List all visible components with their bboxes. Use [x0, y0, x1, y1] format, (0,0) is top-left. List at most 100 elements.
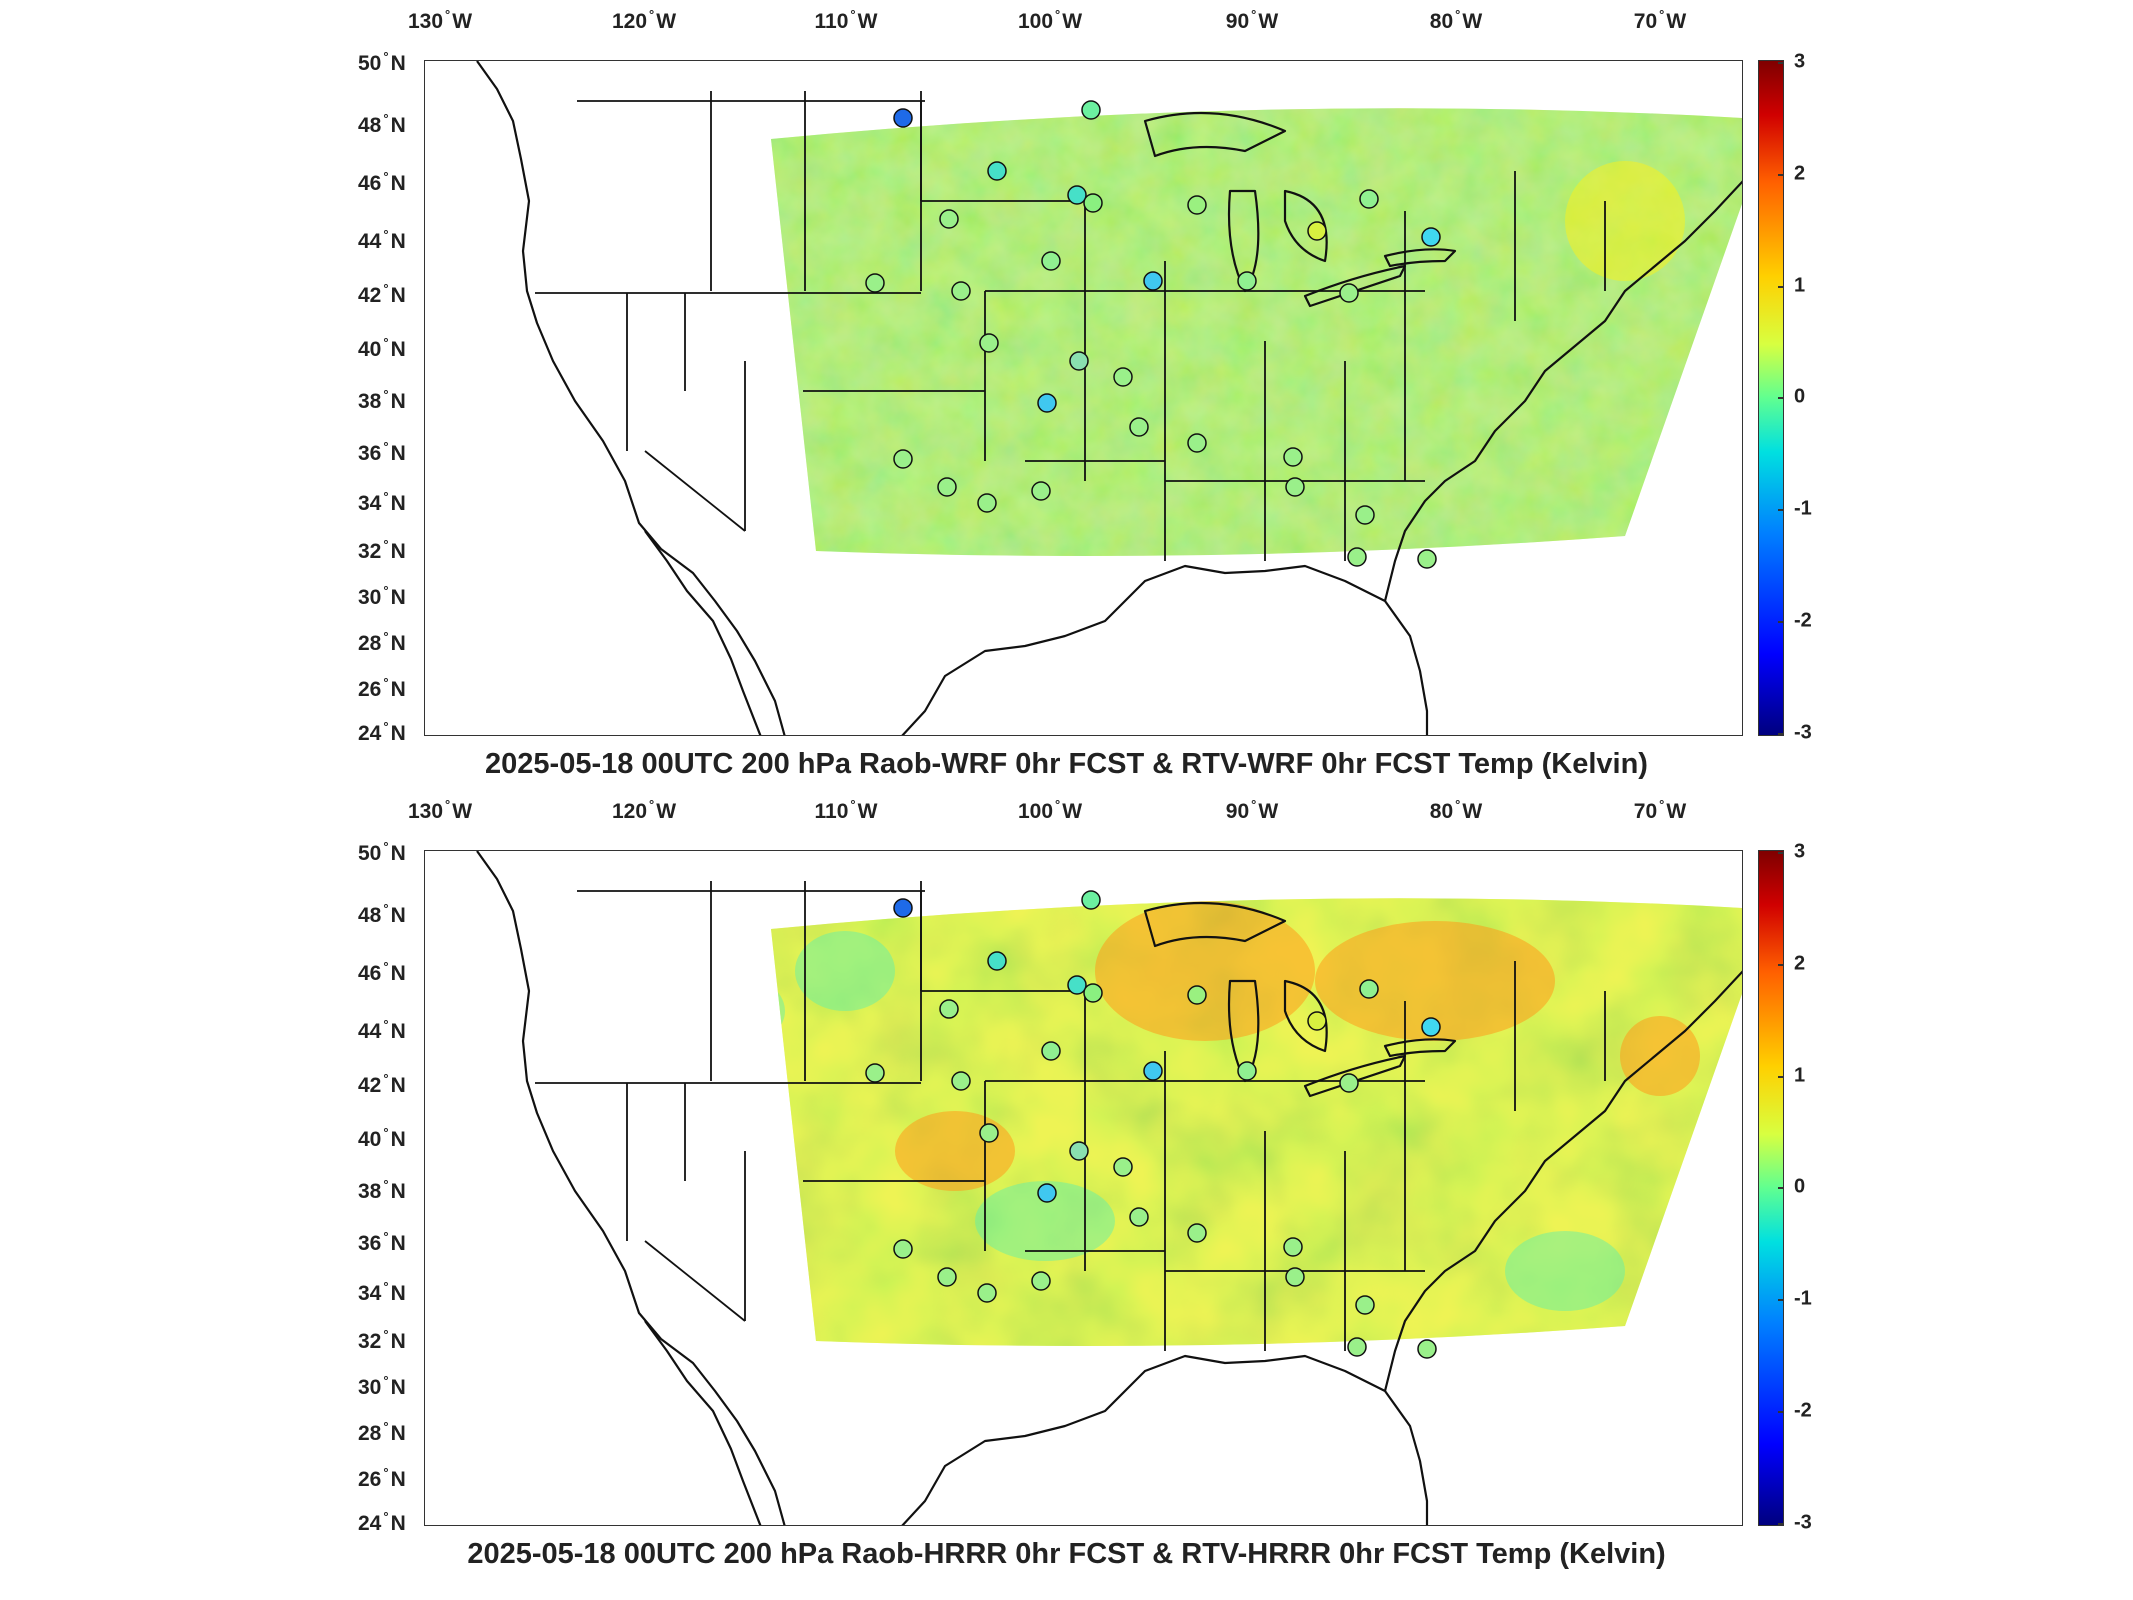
- cool-anomaly: [975, 1181, 1115, 1261]
- west-coastline: [476, 851, 786, 1525]
- lake-superior: [1143, 111, 1287, 158]
- state-border: [644, 450, 746, 532]
- colorbar-tick-mark: [1778, 1076, 1784, 1078]
- lat-label-42: 42 °N: [358, 1071, 406, 1097]
- raob-station-marker: [1283, 1237, 1303, 1257]
- lon-label-90: 90 °W: [1225, 7, 1279, 33]
- lat-label-36: 36 °N: [358, 1229, 406, 1255]
- raob-station-marker: [1113, 367, 1133, 387]
- field-texture: [771, 108, 1742, 556]
- lon-label-90: 90 °W: [1225, 797, 1279, 823]
- raob-station-marker: [1187, 195, 1207, 215]
- lake-huron: [1283, 189, 1328, 263]
- lat-label-48: 48 °N: [358, 901, 406, 927]
- lat-label-44: 44 °N: [358, 1017, 406, 1043]
- lat-label-30: 30 °N: [358, 1373, 406, 1399]
- gulf-coastline: [901, 564, 1429, 735]
- raob-station-marker: [1037, 393, 1057, 413]
- colorbar-tick-label: 3: [1794, 840, 1806, 863]
- warm-anomaly: [1315, 921, 1555, 1041]
- panel-title-hrrr: 2025-05-18 00UTC 200 hPa Raob-HRRR 0hr F…: [467, 1538, 1666, 1570]
- lat-label-48: 48 °N: [358, 111, 406, 137]
- lon-label-130: 130 °W: [407, 7, 473, 33]
- lon-label-70: 70 °W: [1633, 797, 1687, 823]
- cool-anomaly: [795, 931, 895, 1011]
- colorbar-tick-label: -3: [1794, 721, 1812, 744]
- lat-label-38: 38 °N: [358, 387, 406, 413]
- warm-anomaly: [1515, 601, 1635, 661]
- raob-station-marker: [1359, 189, 1379, 209]
- warm-anomaly: [1565, 161, 1685, 281]
- raob-station-marker: [1187, 985, 1207, 1005]
- raob-station-marker: [1359, 979, 1379, 999]
- lake-superior: [1143, 901, 1287, 948]
- raob-station-marker: [1339, 283, 1359, 303]
- cool-anomaly: [771, 971, 785, 1051]
- raob-station-marker: [1417, 1339, 1437, 1359]
- lake-erie: [1303, 1054, 1407, 1098]
- raob-station-marker: [1083, 983, 1103, 1003]
- raob-station-marker: [939, 999, 959, 1019]
- raob-station-marker: [1031, 481, 1051, 501]
- raob-station-marker: [1083, 193, 1103, 213]
- raob-station-marker: [977, 1283, 997, 1303]
- raob-station-marker: [1081, 100, 1101, 120]
- lat-label-46: 46 °N: [358, 959, 406, 985]
- panel-title-wrf: 2025-05-18 00UTC 200 hPa Raob-WRF 0hr FC…: [485, 748, 1648, 780]
- raob-station-marker: [937, 477, 957, 497]
- white-gap-patch: [925, 1434, 993, 1466]
- colorbar-tick-label: -3: [1794, 1511, 1812, 1534]
- east-coastline: [1383, 180, 1742, 602]
- raob-station-marker: [893, 108, 913, 128]
- lat-label-42: 42 °N: [358, 281, 406, 307]
- raob-station-marker: [1037, 1183, 1057, 1203]
- raob-station-marker: [1347, 1337, 1367, 1357]
- lake-huron: [1283, 979, 1328, 1053]
- raob-station-marker: [1067, 185, 1087, 205]
- raob-station-marker: [951, 1071, 971, 1091]
- raob-station-marker: [937, 1267, 957, 1287]
- lon-label-130: 130 °W: [407, 797, 473, 823]
- colorbar-tick-mark: [1778, 1411, 1784, 1413]
- raob-station-marker: [1237, 271, 1257, 291]
- lat-label-38: 38 °N: [358, 1177, 406, 1203]
- lon-label-120: 120 °W: [611, 797, 677, 823]
- lat-label-34: 34 °N: [358, 1279, 406, 1305]
- east-coastline: [1383, 970, 1742, 1392]
- lon-label-110: 110 °W: [814, 7, 878, 33]
- raob-station-marker: [1283, 447, 1303, 467]
- colorbar-tick-label: -1: [1794, 497, 1812, 520]
- colorbar-tick-label: -1: [1794, 1287, 1812, 1310]
- raob-station-marker: [1143, 1061, 1163, 1081]
- raob-station-marker: [977, 493, 997, 513]
- lat-label-32: 32 °N: [358, 1327, 406, 1353]
- lake-ontario: [1383, 248, 1457, 268]
- warm-anomaly: [1135, 1371, 1455, 1451]
- colorbar-tick-mark: [1778, 621, 1784, 623]
- colorbar-tick-mark: [1778, 964, 1784, 966]
- lat-label-34: 34 °N: [358, 489, 406, 515]
- lat-label-32: 32 °N: [358, 537, 406, 563]
- colorbar-tick-mark: [1778, 1187, 1784, 1189]
- lat-label-46: 46 °N: [358, 169, 406, 195]
- raob-station-marker: [1339, 1073, 1359, 1093]
- cool-anomaly: [1505, 1231, 1625, 1311]
- lat-label-30: 30 °N: [358, 583, 406, 609]
- panel-wrf: 2025-05-18 00UTC 200 hPa Raob-WRF 0hr FC…: [358, 7, 1812, 780]
- colorbar-tick-mark: [1778, 1299, 1784, 1301]
- warm-anomaly: [895, 1111, 1015, 1191]
- raob-station-marker: [1069, 1141, 1089, 1161]
- colorbar-tick-mark: [1778, 62, 1784, 64]
- lon-label-110: 110 °W: [814, 797, 878, 823]
- colorbar-tick-mark: [1778, 174, 1784, 176]
- lat-label-26: 26 °N: [358, 675, 406, 701]
- panel-hrrr: 2025-05-18 00UTC 200 hPa Raob-HRRR 0hr F…: [0, 790, 2133, 1590]
- colorbar-tick-label: 2: [1794, 162, 1806, 185]
- lat-label-40: 40 °N: [358, 335, 406, 361]
- raob-station-marker: [1421, 1017, 1441, 1037]
- colorbar-tick-mark: [1778, 733, 1784, 735]
- lon-label-100: 100 °W: [1017, 797, 1083, 823]
- raob-station-marker: [1187, 1223, 1207, 1243]
- baja-coastline: [644, 1320, 762, 1525]
- colorbar-tick-label: 3: [1794, 50, 1806, 73]
